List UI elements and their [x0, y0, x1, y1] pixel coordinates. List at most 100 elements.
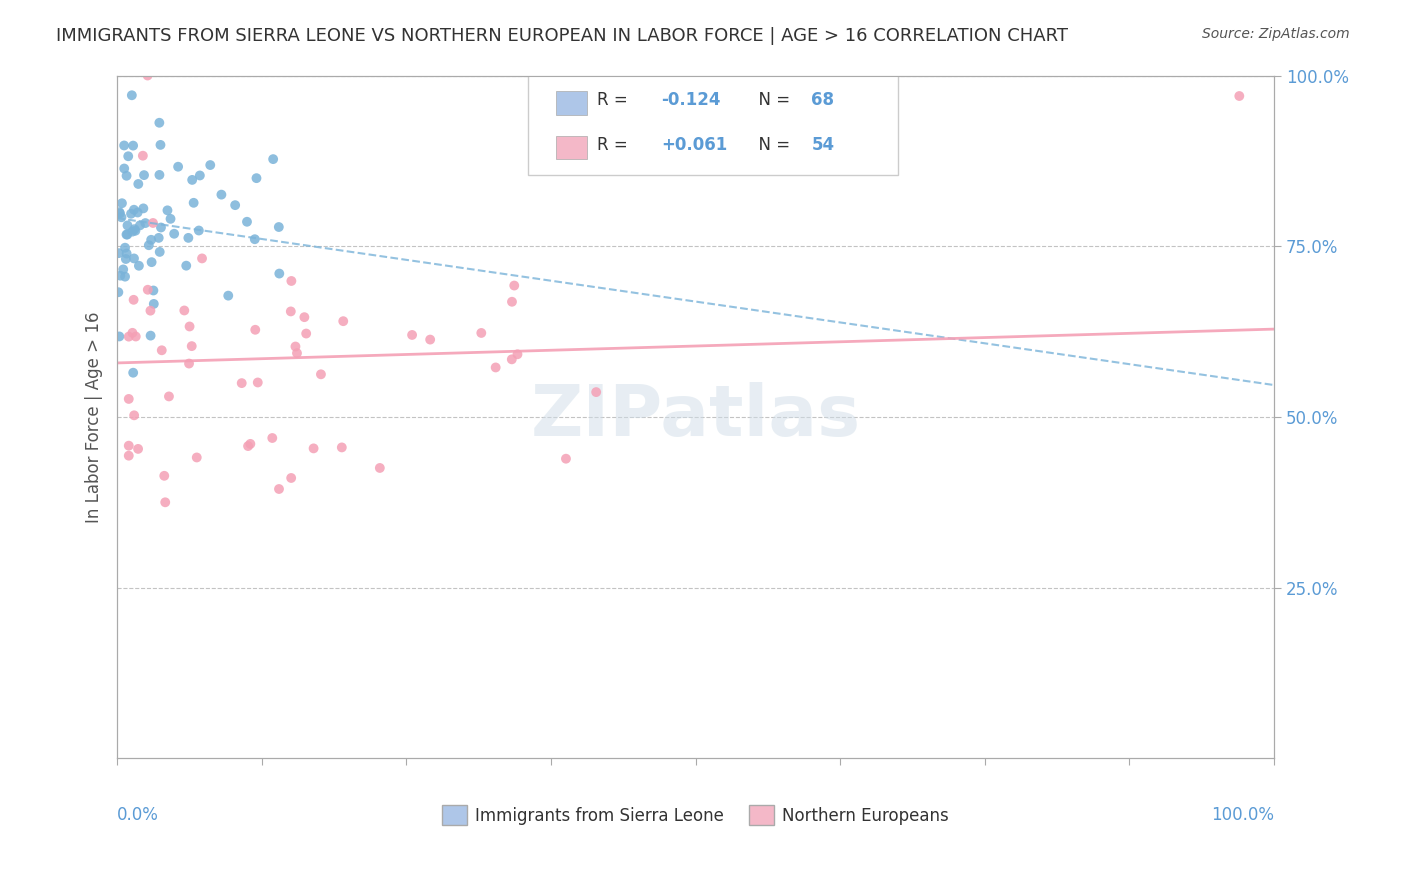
Point [112, 262, 135, 277]
Text: 100.0%: 100.0% [1211, 806, 1274, 824]
Point [122, 252, 145, 266]
Point [173, 303, 195, 318]
Point [224, 198, 246, 212]
Point [115, 169, 138, 183]
Point [132, 202, 155, 216]
Point [111, 196, 134, 211]
Point [114, 269, 136, 284]
Point [186, 450, 208, 465]
Point [163, 227, 186, 241]
Text: -0.124: -0.124 [661, 92, 720, 110]
Point [115, 252, 138, 266]
Point [149, 220, 172, 235]
Point [269, 267, 291, 281]
Point [246, 376, 269, 390]
Point [585, 385, 607, 400]
Point [118, 329, 141, 343]
Point [174, 259, 197, 273]
Point [149, 244, 172, 259]
Point [236, 439, 259, 453]
Point [117, 219, 139, 233]
Point [236, 215, 259, 229]
Point [141, 233, 163, 247]
Point [159, 211, 181, 226]
Text: +0.061: +0.061 [661, 136, 727, 153]
Point [180, 339, 202, 353]
Point [108, 206, 131, 220]
Point [209, 187, 232, 202]
Point [179, 319, 201, 334]
Point [136, 69, 159, 83]
Point [267, 220, 290, 235]
Point [200, 158, 222, 172]
Point [156, 203, 179, 218]
Point [501, 294, 523, 309]
Point [245, 171, 267, 186]
Point [110, 268, 132, 283]
Point [114, 241, 136, 255]
Point [1227, 89, 1250, 103]
Text: N =: N = [748, 92, 794, 110]
Point [280, 304, 302, 318]
Point [112, 161, 135, 176]
Point [132, 168, 155, 182]
Point [121, 326, 143, 340]
Point [127, 177, 149, 191]
Point [110, 211, 132, 225]
Point [485, 360, 508, 375]
Point [177, 357, 200, 371]
Point [115, 246, 138, 260]
Point [118, 392, 141, 406]
Point [245, 323, 267, 337]
Point [302, 442, 325, 456]
FancyBboxPatch shape [555, 136, 586, 159]
Point [309, 368, 332, 382]
Point [330, 441, 353, 455]
Text: IMMIGRANTS FROM SIERRA LEONE VS NORTHERN EUROPEAN IN LABOR FORCE | AGE > 16 CORR: IMMIGRANTS FROM SIERRA LEONE VS NORTHERN… [56, 27, 1069, 45]
Point [118, 449, 141, 463]
Y-axis label: In Labor Force | Age > 16: In Labor Force | Age > 16 [86, 311, 103, 523]
Point [124, 224, 146, 238]
Point [243, 232, 266, 246]
Point [401, 328, 423, 343]
Point [470, 326, 492, 340]
Point [127, 205, 149, 219]
Point [124, 222, 146, 236]
Point [112, 138, 135, 153]
Point [132, 149, 155, 163]
Text: ZIPatlas: ZIPatlas [530, 383, 860, 451]
Point [125, 329, 148, 343]
Point [118, 439, 141, 453]
Point [295, 326, 318, 341]
Point [188, 169, 211, 183]
Point [280, 274, 302, 288]
Text: 54: 54 [811, 136, 834, 153]
Point [148, 231, 170, 245]
Point [129, 219, 152, 233]
Text: N =: N = [748, 136, 794, 153]
Point [155, 495, 177, 509]
Point [142, 297, 165, 311]
Point [134, 216, 156, 230]
Point [127, 442, 149, 456]
Point [122, 138, 145, 153]
Point [139, 328, 162, 343]
Point [139, 303, 162, 318]
Point [122, 293, 145, 307]
Point [153, 468, 176, 483]
Point [217, 288, 239, 302]
Point [149, 137, 172, 152]
Point [183, 195, 205, 210]
Point [231, 376, 253, 391]
Point [187, 223, 209, 237]
Point [148, 116, 170, 130]
Text: Source: ZipAtlas.com: Source: ZipAtlas.com [1202, 27, 1350, 41]
Point [332, 314, 354, 328]
Text: 68: 68 [811, 92, 834, 110]
Point [121, 225, 143, 239]
Point [368, 461, 391, 475]
Point [181, 173, 204, 187]
Point [115, 227, 138, 242]
Point [142, 284, 165, 298]
Point [285, 346, 308, 360]
